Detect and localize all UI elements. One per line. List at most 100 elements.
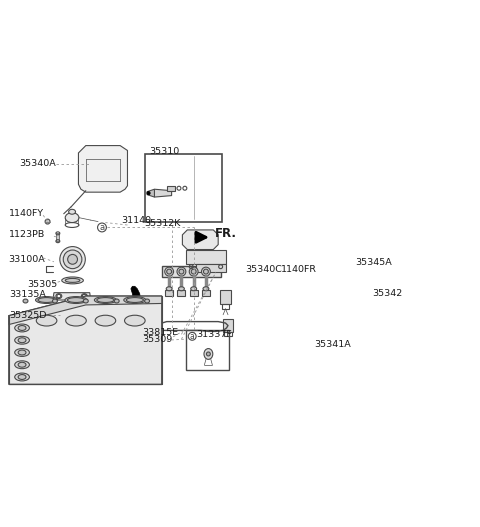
Text: 35325D: 35325D [9,311,47,320]
Bar [220,290,231,304]
Bar [59,305,78,325]
Polygon shape [155,189,172,197]
Bar [186,249,226,264]
Ellipse shape [191,287,197,291]
Ellipse shape [191,269,196,274]
Ellipse shape [166,287,172,291]
Ellipse shape [63,250,82,269]
Ellipse shape [65,213,79,222]
Ellipse shape [56,294,62,299]
Ellipse shape [97,298,114,302]
Polygon shape [167,186,175,191]
Ellipse shape [82,294,87,299]
Ellipse shape [124,315,145,326]
Bar [186,330,229,369]
Ellipse shape [145,336,149,339]
Bar [202,290,210,296]
Ellipse shape [179,287,184,291]
Polygon shape [130,286,141,323]
Ellipse shape [165,267,174,276]
Bar [38,369,155,379]
Bar [165,290,173,296]
Ellipse shape [179,269,184,274]
Ellipse shape [189,267,198,276]
Ellipse shape [167,269,172,274]
Text: 31140: 31140 [121,216,152,225]
Ellipse shape [114,299,119,303]
Ellipse shape [38,298,55,302]
Ellipse shape [15,324,29,332]
Ellipse shape [60,247,85,272]
Text: 33815E: 33815E [142,328,178,337]
Bar [38,353,155,363]
Ellipse shape [65,278,80,282]
Ellipse shape [69,209,75,214]
Ellipse shape [15,361,29,369]
Text: 35341A: 35341A [314,340,350,349]
Ellipse shape [67,298,84,302]
Ellipse shape [18,350,26,355]
Polygon shape [182,230,218,249]
Ellipse shape [95,315,116,326]
Text: 35340A: 35340A [20,159,56,168]
Polygon shape [147,189,155,197]
Text: 1123PB: 1123PB [9,230,45,239]
Ellipse shape [188,333,196,340]
Polygon shape [78,145,128,192]
Bar [38,335,155,346]
Ellipse shape [18,375,26,379]
Ellipse shape [15,348,29,356]
Text: 35310: 35310 [150,147,180,156]
Bar [223,319,233,333]
Text: a: a [190,332,194,341]
Ellipse shape [66,315,86,326]
Bar [196,264,226,271]
Ellipse shape [18,326,26,330]
Polygon shape [9,296,162,325]
Bar [178,290,185,296]
Text: 35312K: 35312K [144,219,181,228]
Ellipse shape [15,373,29,381]
Ellipse shape [84,299,88,303]
Ellipse shape [126,298,144,302]
Text: 35345A: 35345A [356,258,392,267]
Bar [190,290,198,296]
Text: FR.: FR. [215,227,237,240]
Ellipse shape [95,297,117,304]
Polygon shape [9,296,162,384]
Bar [222,304,229,309]
Ellipse shape [23,299,28,303]
Ellipse shape [144,299,150,303]
Ellipse shape [204,348,213,359]
Text: 1140FR: 1140FR [281,265,317,274]
Text: 33100A: 33100A [8,255,45,264]
Text: 31337F: 31337F [196,330,232,339]
Ellipse shape [18,362,26,367]
Ellipse shape [36,297,58,304]
Ellipse shape [68,255,77,264]
Bar [56,233,60,241]
Ellipse shape [203,287,209,291]
Ellipse shape [202,267,210,276]
Ellipse shape [147,192,150,194]
Ellipse shape [52,299,58,303]
Ellipse shape [62,277,84,284]
Text: a: a [99,223,105,232]
Bar [162,266,221,277]
Polygon shape [53,292,91,300]
Ellipse shape [177,267,186,276]
Ellipse shape [59,301,78,308]
Ellipse shape [206,352,210,356]
Text: 35342: 35342 [372,289,403,298]
Ellipse shape [59,321,78,328]
Text: 35305: 35305 [27,280,57,289]
Text: 1140FY: 1140FY [9,209,44,218]
Ellipse shape [45,219,50,224]
Ellipse shape [18,338,26,343]
Bar [9,375,161,384]
Text: 35340C: 35340C [245,265,282,274]
Ellipse shape [36,315,57,326]
Bar [144,154,222,221]
Ellipse shape [97,223,107,232]
Ellipse shape [124,297,146,304]
